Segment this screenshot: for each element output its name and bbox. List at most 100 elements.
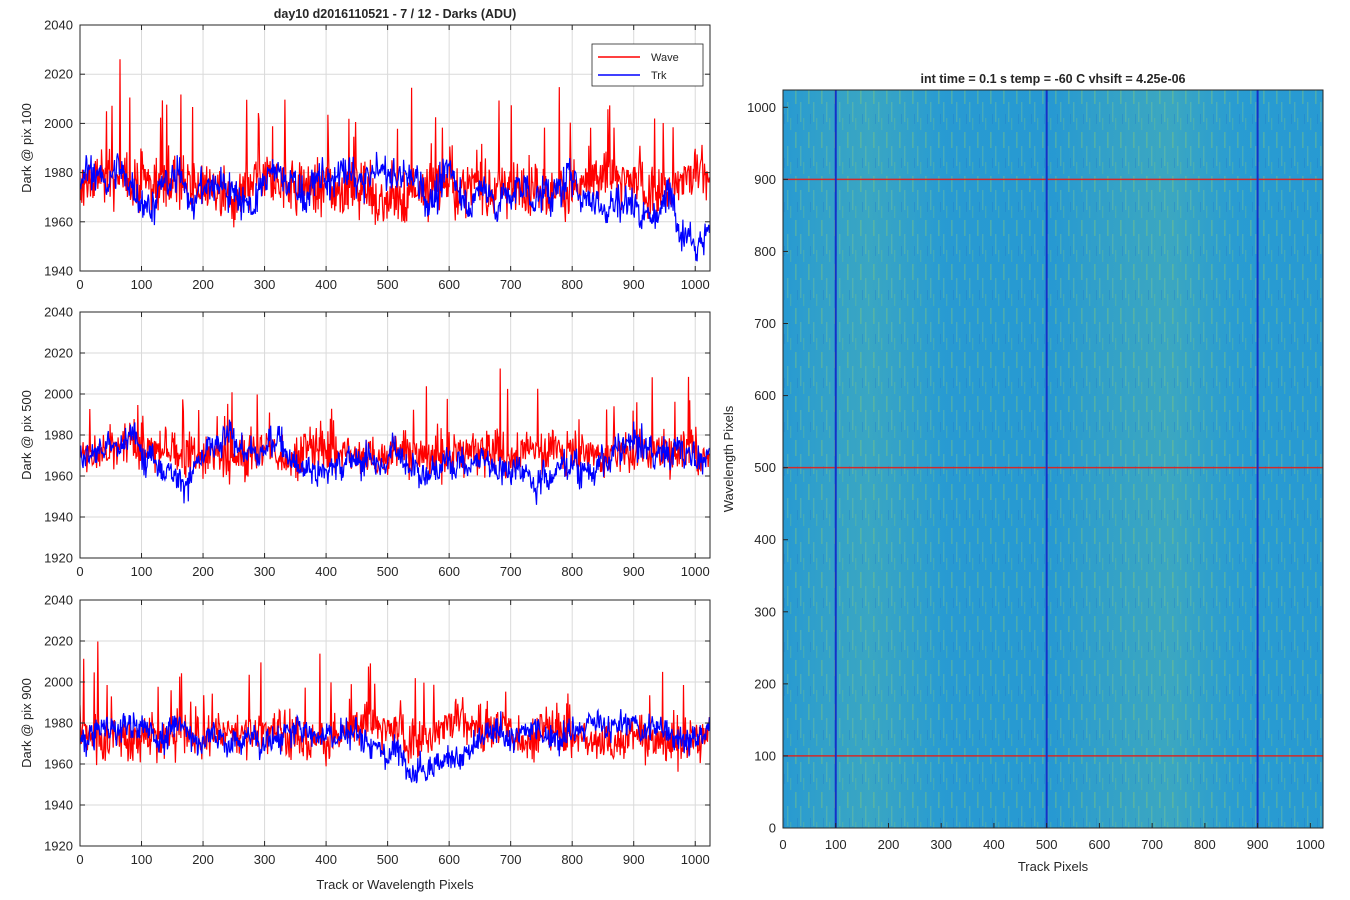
y-tick-label: 1960	[44, 469, 73, 484]
x-tick-label: 500	[377, 277, 399, 292]
x-tick-label: 600	[1089, 837, 1111, 852]
x-tick-label: 1000	[681, 564, 710, 579]
plot-frame	[79, 24, 711, 272]
figure-title: day10 d2016110521 - 7 / 12 - Darks (ADU)	[274, 7, 517, 21]
series-trk-line	[80, 708, 710, 784]
x-ticks: 0 100 200 300 400 500 600 700 800 900 1000	[76, 600, 710, 867]
x-tick-label: 300	[254, 277, 276, 292]
x-tick-label: 400	[983, 837, 1005, 852]
x-tick-label: 200	[192, 852, 214, 867]
x-tick-label: 1000	[1296, 837, 1325, 852]
y-tick-label: 1920	[44, 839, 73, 854]
x-tick-label: 0	[76, 277, 83, 292]
y-tick-label: 0	[769, 821, 776, 836]
y-tick-label: 900	[754, 172, 776, 187]
y-tick-label: 2020	[44, 346, 73, 361]
x-tick-label: 300	[254, 564, 276, 579]
x-tick-label: 100	[131, 564, 153, 579]
y-tick-label: 1960	[44, 214, 73, 229]
series-lines	[80, 368, 710, 505]
x-tick-label: 300	[254, 852, 276, 867]
series-lines	[80, 59, 710, 262]
x-tick-label: 800	[1194, 837, 1216, 852]
heatmap-frame	[782, 89, 1324, 829]
y-tick-label: 2020	[44, 67, 73, 82]
x-tick-label: 0	[76, 852, 83, 867]
y-ticks: 0 100 200 300 400 500 600 700 800 900 1000	[747, 100, 788, 836]
series-lines	[80, 641, 710, 784]
legend-wave-label: Wave	[651, 52, 679, 64]
heatmap-plot: int time = 0.1 s temp = -60 C vhsift = 4…	[721, 72, 1325, 874]
y-tick-label: 600	[754, 388, 776, 403]
y-tick-label: 800	[754, 244, 776, 259]
y-tick-label: 1980	[44, 716, 73, 731]
y-tick-label: 2040	[44, 593, 73, 608]
x-tick-label: 200	[878, 837, 900, 852]
y-ticks: 1940 1960 1980 2000 2020 2040	[44, 18, 710, 279]
y-tick-label: 2020	[44, 634, 73, 649]
x-ticks: 0 100 200 300 400 500 600 700 800 900 1000	[76, 312, 710, 579]
x-tick-label: 200	[192, 277, 214, 292]
y-tick-label: 2000	[44, 387, 73, 402]
x-tick-label: 700	[1141, 837, 1163, 852]
x-tick-label: 700	[500, 277, 522, 292]
line-plot-pix-900: 0 100 200 300 400 500 600 700 800 900 1000 1920 194…	[19, 593, 711, 892]
heatmap-title: int time = 0.1 s temp = -60 C vhsift = 4…	[920, 72, 1185, 86]
x-tick-label: 600	[438, 277, 460, 292]
y-tick-label: 2000	[44, 675, 73, 690]
x-tick-label: 400	[315, 564, 337, 579]
x-tick-label: 700	[500, 564, 522, 579]
x-tick-label: 800	[561, 852, 583, 867]
x-tick-label: 100	[825, 837, 847, 852]
y-axis-label: Dark @ pix 500	[19, 390, 34, 480]
x-tick-label: 0	[779, 837, 786, 852]
x-axis-label: Track Pixels	[1018, 859, 1089, 874]
y-tick-label: 300	[754, 604, 776, 619]
y-tick-label: 1980	[44, 165, 73, 180]
y-axis-label: Wavelength Pixels	[721, 405, 736, 512]
y-tick-label: 1000	[747, 100, 776, 115]
y-ticks: 1920 1940 1960 1980 2000 2020 2040	[44, 305, 710, 566]
y-tick-label: 500	[754, 460, 776, 475]
y-tick-label: 1940	[44, 510, 73, 525]
x-tick-label: 200	[192, 564, 214, 579]
x-tick-label: 400	[315, 277, 337, 292]
y-tick-label: 100	[754, 748, 776, 763]
y-tick-label: 2040	[44, 18, 73, 33]
y-tick-label: 2040	[44, 305, 73, 320]
series-trk-line	[80, 419, 710, 505]
x-tick-label: 100	[131, 852, 153, 867]
heatmap-markers	[783, 90, 1323, 828]
x-tick-label: 100	[131, 277, 153, 292]
y-tick-label: 400	[754, 532, 776, 547]
y-tick-label: 1940	[44, 264, 73, 279]
legend-box	[591, 43, 704, 87]
y-axis-label: Dark @ pix 100	[19, 103, 34, 193]
series-trk-line	[80, 151, 710, 262]
y-axis-label: Dark @ pix 900	[19, 678, 34, 768]
x-tick-label: 300	[930, 837, 952, 852]
x-ticks: 0 100 200 300 400 500 600 700 800 900 1000	[779, 823, 1325, 852]
x-tick-label: 700	[500, 852, 522, 867]
y-tick-label: 200	[754, 676, 776, 691]
legend-trk-label: Trk	[651, 70, 667, 82]
x-tick-label: 600	[438, 852, 460, 867]
x-tick-label: 0	[76, 564, 83, 579]
x-tick-label: 400	[315, 852, 337, 867]
y-tick-label: 1940	[44, 798, 73, 813]
x-axis-label: Track or Wavelength Pixels	[316, 877, 474, 892]
x-tick-label: 1000	[681, 852, 710, 867]
x-tick-label: 1000	[681, 277, 710, 292]
x-tick-label: 900	[623, 564, 645, 579]
x-tick-label: 900	[623, 852, 645, 867]
grid	[79, 24, 710, 272]
y-tick-label: 1980	[44, 428, 73, 443]
series-wave-line	[80, 641, 710, 772]
x-tick-label: 500	[377, 852, 399, 867]
legend: Wave Trk	[591, 43, 704, 87]
x-tick-label: 500	[1036, 837, 1058, 852]
x-tick-label: 500	[377, 564, 399, 579]
heatmap-texture	[783, 90, 1323, 828]
x-tick-label: 900	[623, 277, 645, 292]
